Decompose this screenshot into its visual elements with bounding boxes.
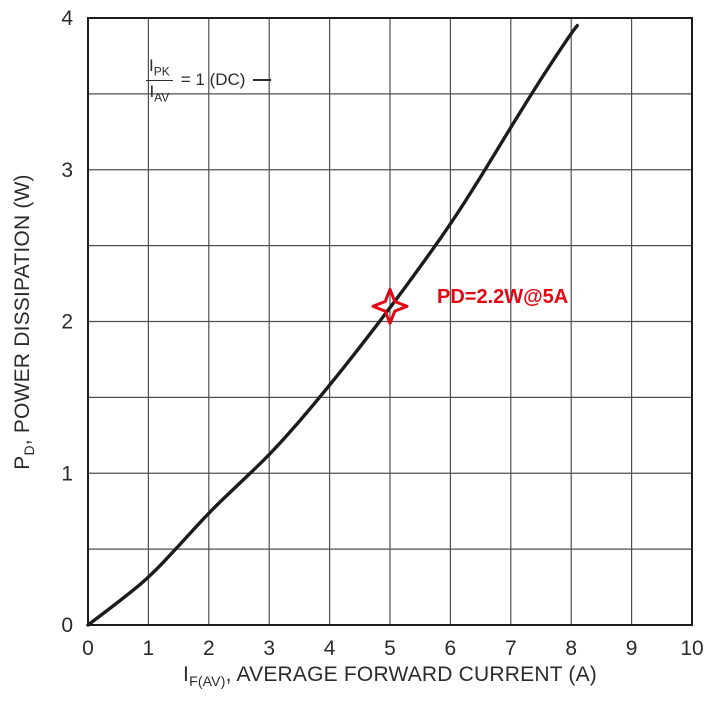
marker-label: PD=2.2W@5A: [437, 286, 569, 308]
annotation-leader-line: [253, 79, 272, 82]
y-tick-label: 2: [61, 311, 73, 334]
y-axis-text: , POWER DISSIPATION (W): [10, 174, 34, 446]
x-tick-label: 10: [680, 637, 703, 660]
ratio-fraction: IPK IAV: [146, 56, 173, 105]
x-tick-label: 1: [143, 637, 155, 660]
x-tick-label: 9: [626, 637, 638, 660]
x-tick-label: 3: [263, 637, 275, 660]
y-tick-label: 4: [61, 7, 73, 30]
y-tick-label: 3: [61, 159, 73, 182]
x-axis-text: , AVERAGE FORWARD CURRENT (A): [225, 662, 597, 686]
numerator-symbol: I: [149, 56, 154, 75]
marker-star-icon: [371, 287, 409, 325]
x-tick-label: 6: [445, 637, 457, 660]
denominator-symbol: I: [149, 81, 155, 101]
y-axis-symbol: P: [10, 455, 34, 470]
y-axis-symbol-subscript: D: [21, 445, 38, 456]
ratio-numerator: IPK: [146, 56, 173, 81]
x-tick-label: 8: [565, 637, 577, 660]
x-tick-label: 5: [384, 637, 396, 660]
numerator-subscript: PK: [153, 64, 170, 79]
x-tick-label: 0: [82, 637, 94, 660]
ratio-value-text: = 1 (DC): [180, 70, 246, 90]
y-tick-label: 1: [61, 462, 73, 485]
x-axis-title: IF(AV), AVERAGE FORWARD CURRENT (A): [183, 663, 597, 689]
x-axis-symbol-subscript: F(AV): [189, 673, 226, 690]
plot-border: [87, 17, 693, 626]
x-tick-label: 4: [324, 637, 336, 660]
x-tick-label: 2: [203, 637, 215, 660]
x-tick-label: 7: [505, 637, 517, 660]
y-tick-label: 0: [61, 614, 73, 637]
pd-curve: [86, 23, 579, 627]
denominator-subscript: AV: [154, 90, 170, 105]
ratio-denominator: IAV: [149, 81, 169, 105]
x-axis-symbol: I: [183, 662, 190, 686]
ratio-annotation: IPK IAV = 1 (DC): [146, 56, 272, 105]
y-axis-title: PD, POWER DISSIPATION (W): [11, 174, 37, 470]
